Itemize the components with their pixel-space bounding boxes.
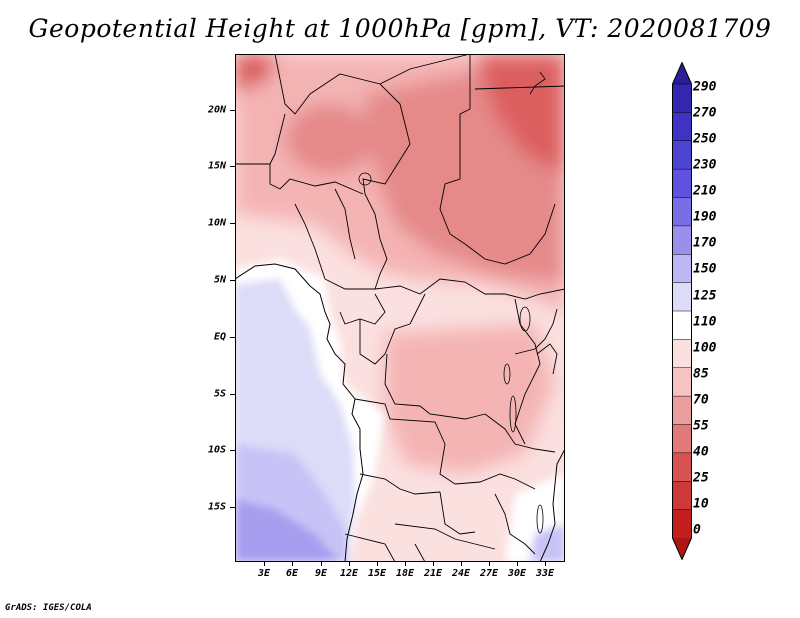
- colorbar-label: 70: [693, 392, 709, 408]
- colorbar-label: 250: [693, 131, 717, 147]
- colorbar-label: 100: [693, 340, 717, 356]
- lon-label: 21E: [423, 568, 443, 579]
- colorbar-segment: [672, 282, 692, 312]
- colorbar-segment: [672, 254, 692, 283]
- colorbar-segment: [672, 538, 692, 560]
- colorbar-segment: [672, 169, 692, 198]
- colorbar-label: 25: [693, 470, 709, 486]
- lon-label: 3E: [257, 568, 271, 579]
- colorbar-label: 0: [693, 522, 701, 538]
- lon-label: 33E: [535, 568, 555, 579]
- colorbar-label: 125: [693, 288, 717, 304]
- colorbar-segment: [672, 225, 692, 255]
- lon-tick: [264, 562, 265, 566]
- lakes: [358, 71, 546, 534]
- lat-tick: [230, 223, 235, 224]
- colorbar-label: 55: [693, 418, 709, 434]
- lon-tick: [349, 562, 350, 566]
- colorbar-segment: [672, 339, 692, 369]
- lon-tick: [321, 562, 322, 566]
- colorbar-label: 230: [693, 157, 717, 173]
- colorbar-segment: [672, 396, 692, 425]
- lat-label: 15S: [207, 501, 226, 513]
- colorbar-segment: [672, 84, 692, 113]
- lon-label: 30E: [507, 568, 527, 579]
- colorbar-segment: [672, 452, 692, 482]
- lon-label: 18E: [395, 568, 415, 579]
- colorbar-segment: [672, 112, 692, 142]
- colorbar-segment: [672, 509, 692, 539]
- colorbar-label: 190: [693, 209, 717, 225]
- colorbar-segment: [672, 197, 692, 227]
- colorbar: [672, 62, 692, 560]
- colorbar-segment: [672, 424, 692, 454]
- colorbar-bottom-arrow: [672, 537, 692, 560]
- map-panel[interactable]: [235, 54, 565, 562]
- colorbar-segment: [672, 140, 692, 170]
- colorbar-segments: [672, 62, 692, 560]
- colorbar-label: 85: [693, 366, 709, 382]
- lat-label: 5N: [213, 274, 226, 286]
- colorbar-segment: [672, 481, 692, 510]
- colorbar-label: 40: [693, 444, 709, 460]
- lon-label: 6E: [285, 568, 299, 579]
- lon-label: 27E: [479, 568, 499, 579]
- lon-tick: [433, 562, 434, 566]
- east-coastline: [539, 448, 565, 562]
- lat-label: 20N: [207, 104, 226, 116]
- lat-label: 10S: [207, 444, 226, 456]
- colorbar-segment: [672, 367, 692, 397]
- height-field-ocean: [235, 279, 565, 562]
- map-svg: [235, 54, 565, 562]
- lat-tick: [230, 166, 235, 167]
- colorbar-label: 150: [693, 261, 717, 277]
- lat-tick: [230, 450, 235, 451]
- lat-tick: [230, 394, 235, 395]
- colorbar-label: 110: [693, 314, 717, 330]
- colorbar-segment: [672, 62, 692, 84]
- lon-tick: [517, 562, 518, 566]
- colorbar-segment: [672, 311, 692, 340]
- lon-label: 15E: [367, 568, 387, 579]
- lon-tick: [377, 562, 378, 566]
- grads-footer: GrADS: IGES/COLA: [5, 603, 92, 613]
- colorbar-top-arrow: [672, 62, 692, 85]
- lon-tick: [489, 562, 490, 566]
- map-title: Geopotential Height at 1000hPa [gpm], VT…: [28, 14, 772, 43]
- map-frame: [235, 54, 565, 562]
- lon-label: 9E: [314, 568, 328, 579]
- lon-tick: [461, 562, 462, 566]
- country-borders: [235, 54, 565, 562]
- lat-label: 5S: [213, 388, 226, 400]
- lon-label: 24E: [451, 568, 471, 579]
- colorbar-label: 290: [693, 79, 717, 95]
- coastline: [235, 263, 364, 562]
- lon-label: 12E: [339, 568, 359, 579]
- colorbar-label: 10: [693, 496, 709, 512]
- lat-tick: [230, 110, 235, 111]
- lat-label: EQ: [213, 331, 226, 343]
- colorbar-label: 210: [693, 183, 717, 199]
- colorbar-label: 270: [693, 105, 717, 121]
- colorbar-label: 170: [693, 235, 717, 251]
- lat-tick: [230, 337, 235, 338]
- lat-tick: [230, 507, 235, 508]
- lat-label: 15N: [207, 160, 226, 172]
- lat-tick: [230, 280, 235, 281]
- lon-tick: [405, 562, 406, 566]
- lon-tick: [545, 562, 546, 566]
- lat-label: 10N: [207, 217, 226, 229]
- lon-tick: [292, 562, 293, 566]
